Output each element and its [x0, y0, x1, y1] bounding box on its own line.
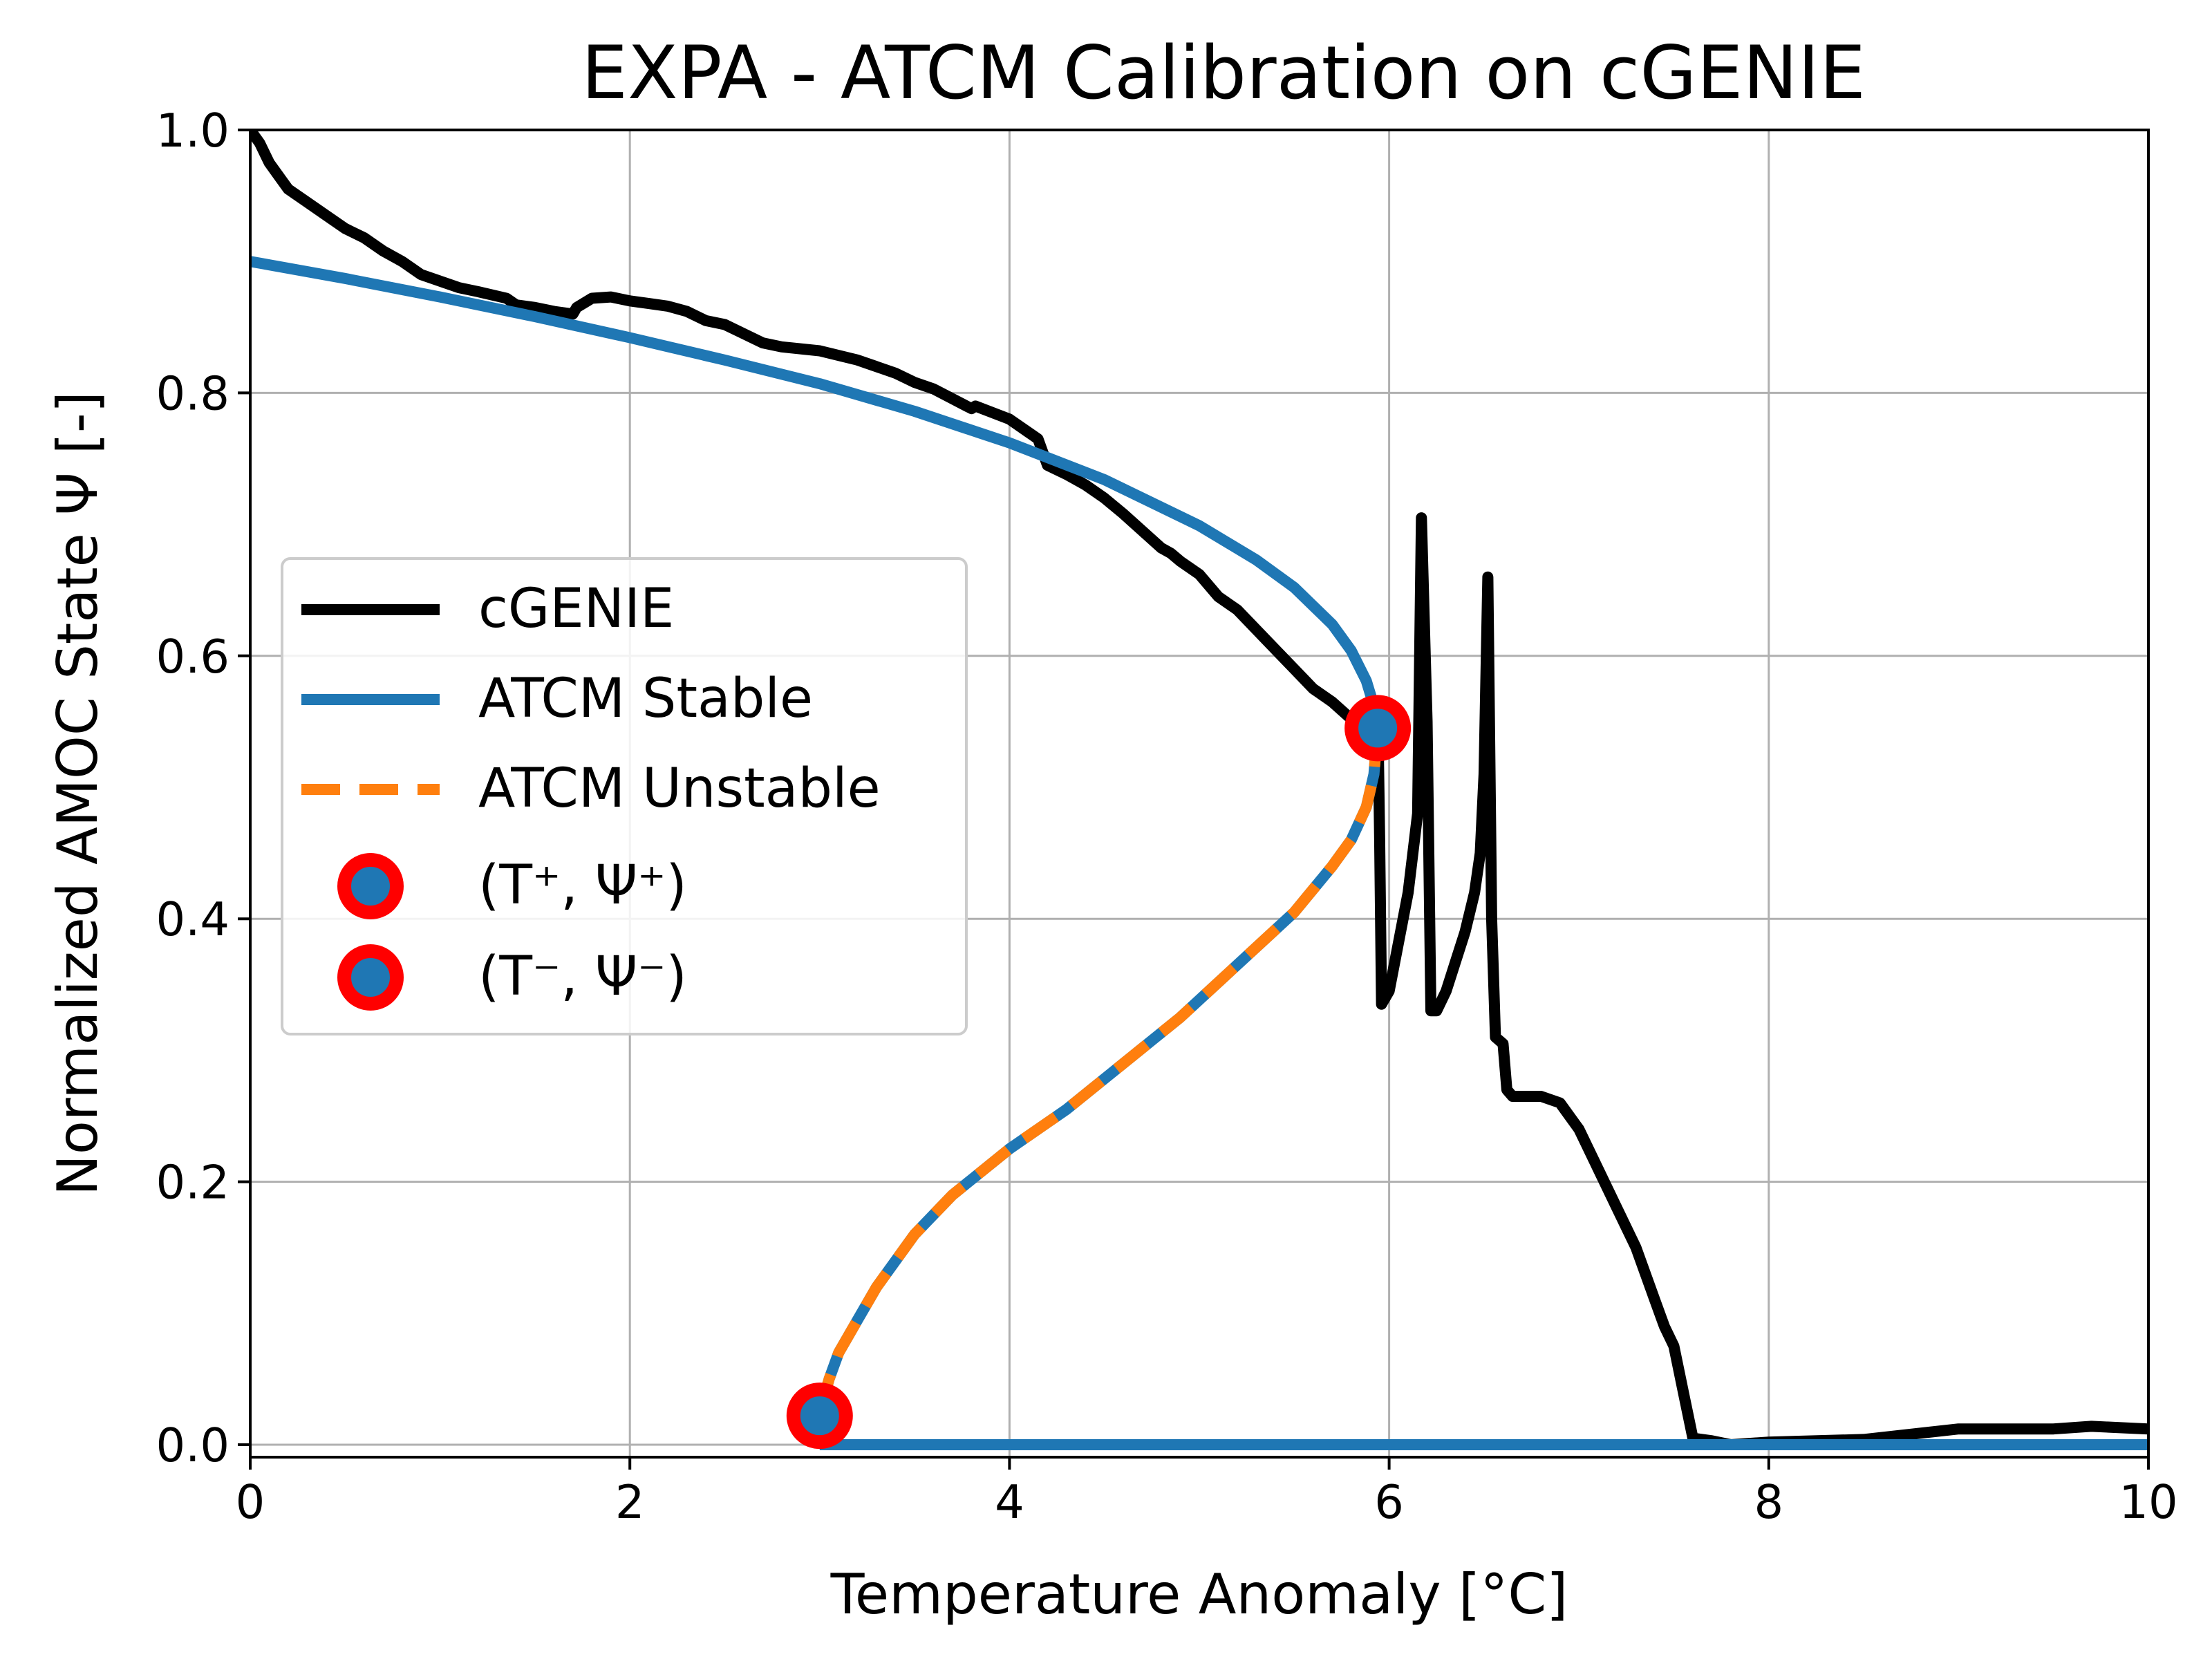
y-tick-label: 0.2	[156, 1156, 229, 1210]
y-axis-label: Normalized AMOC State Ψ [-]	[46, 391, 110, 1196]
y-tick-label: 1.0	[156, 104, 229, 158]
legend-label-cgenie: cGENIE	[478, 578, 674, 640]
y-tick-label: 0.4	[156, 892, 229, 946]
legend-box	[281, 557, 968, 1035]
plot-frame	[249, 129, 2150, 1459]
legend-marker-t-plus	[337, 853, 404, 919]
x-tick-label: 0	[236, 1475, 265, 1529]
x-tick-label: 10	[2119, 1475, 2177, 1529]
y-tick-label: 0.6	[156, 630, 229, 684]
y-tick-label: 0.0	[156, 1418, 229, 1472]
ticks: 0 2 4 6 8 10 0.0 0.2 0.4 0.6 0.8 1.0	[156, 104, 2177, 1529]
legend-marker-t-minus	[337, 944, 404, 1011]
x-tick-label: 6	[1374, 1475, 1404, 1529]
x-axis-label: Temperature Anomaly [°C]	[830, 1562, 1568, 1627]
x-tick-label: 2	[615, 1475, 645, 1529]
marker-t-plus	[1344, 695, 1412, 762]
series-line-atcm-unstable	[814, 727, 1384, 1417]
legend-label-t-minus: (T⁻, Ψ⁻)	[478, 946, 687, 1008]
series-layer	[250, 130, 2148, 1450]
series-line-cgenie	[250, 130, 2148, 1450]
legend-label-t-plus: (T⁺, Ψ⁺)	[478, 854, 687, 917]
x-tick-label: 4	[995, 1475, 1024, 1529]
legend: cGENIE ATCM Stable ATCM Unstable (T⁺, Ψ⁺…	[281, 557, 968, 1035]
chart-title: EXPA - ATCM Calibration on cGENIE	[581, 30, 1866, 115]
marker-t-minus	[786, 1382, 853, 1450]
legend-label-atcm-stable: ATCM Stable	[478, 668, 813, 730]
y-tick-label: 0.8	[156, 366, 229, 420]
legend-label-atcm-unstable: ATCM Unstable	[478, 758, 881, 820]
series-line-atcm-stable	[250, 256, 1384, 729]
x-tick-label: 8	[1754, 1475, 1783, 1529]
